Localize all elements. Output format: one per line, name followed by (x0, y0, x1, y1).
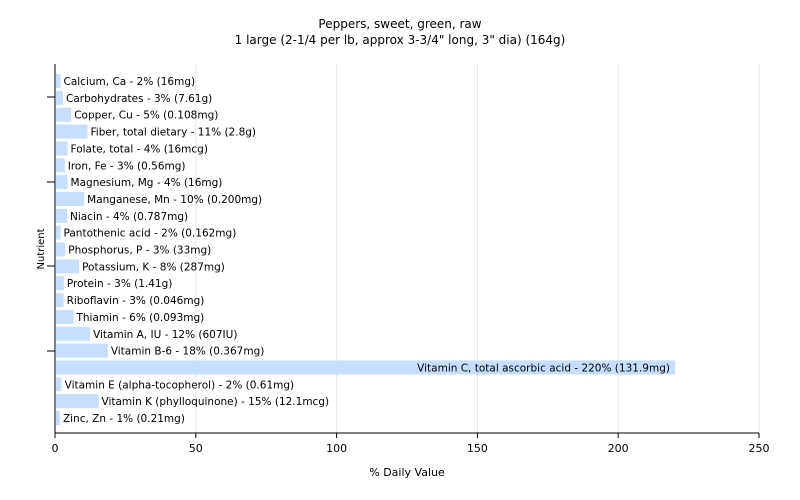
bar (56, 293, 64, 308)
bar (56, 107, 72, 122)
bar-label: Potassium, K - 8% (287mg) (82, 261, 225, 273)
bar-label: Riboflavin - 3% (0.046mg) (67, 295, 205, 307)
bar (56, 158, 65, 173)
bar-label: Calcium, Ca - 2% (16mg) (64, 76, 196, 88)
bar (56, 124, 88, 139)
x-tick-label: 200 (608, 442, 629, 455)
bar-label: Iron, Fe - 3% (0.56mg) (68, 160, 186, 172)
bar-label: Thiamin - 6% (0.093mg) (75, 312, 204, 324)
bar-label: Magnesium, Mg - 4% (16mg) (71, 177, 223, 189)
bar-label: Vitamin C, total ascorbic acid - 220% (1… (417, 362, 670, 374)
bar-label: Phosphorus, P - 3% (33mg) (68, 245, 211, 257)
bar-label: Pantothenic acid - 2% (0.162mg) (64, 228, 237, 240)
bar (56, 225, 61, 240)
x-tick-label: 100 (326, 442, 347, 455)
x-tick-label: 250 (749, 442, 770, 455)
bar (56, 394, 99, 409)
bar-label: Vitamin A, IU - 12% (607IU) (93, 329, 237, 341)
bar (56, 343, 108, 358)
bar (56, 175, 68, 190)
bar-label: Manganese, Mn - 10% (0.200mg) (87, 194, 262, 206)
bar-label: Vitamin K (phylloquinone) - 15% (12.1mcg… (102, 396, 330, 408)
bar (56, 141, 68, 156)
bar-label: Vitamin E (alpha-tocopherol) - 2% (0.61m… (65, 379, 295, 391)
bar (56, 74, 61, 88)
bar (56, 309, 74, 324)
x-axis-title: % Daily Value (369, 466, 445, 479)
bar-label: Carbohydrates - 3% (7.61g) (66, 93, 212, 105)
x-tick-label: 50 (189, 442, 203, 455)
bar-label: Protein - 3% (1.41g) (67, 278, 173, 290)
bar (56, 242, 66, 257)
bar-label: Vitamin B-6 - 18% (0.367mg) (111, 346, 265, 358)
x-tick-label: 0 (52, 442, 59, 455)
bar (56, 90, 64, 105)
x-tick-label: 150 (467, 442, 488, 455)
bar-label: Folate, total - 4% (16mcg) (71, 143, 208, 155)
bar (56, 377, 62, 392)
bar (56, 208, 67, 223)
chart-title: Peppers, sweet, green, raw (318, 17, 482, 31)
bar-label: Niacin - 4% (0.787mg) (70, 211, 188, 223)
bar (56, 276, 64, 291)
bar (56, 259, 80, 274)
bar (56, 360, 675, 375)
bar-label: Zinc, Zn - 1% (0.21mg) (63, 413, 185, 425)
bar (56, 411, 60, 425)
bar (56, 191, 85, 206)
bar (56, 326, 91, 341)
y-axis-title: Nutrient (36, 228, 47, 270)
bar-label: Fiber, total dietary - 11% (2.8g) (91, 127, 256, 139)
chart-subtitle: 1 large (2-1/4 per lb, approx 3-3/4" lon… (234, 33, 566, 47)
bar-label: Copper, Cu - 5% (0.108mg) (74, 110, 218, 122)
